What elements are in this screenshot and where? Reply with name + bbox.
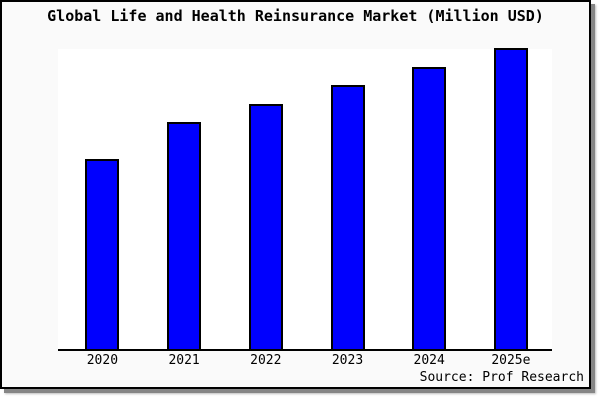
x-axis-labels: 2020 2021 2022 2023 2024 2025e: [58, 353, 552, 369]
source-note: Source: Prof Research: [419, 370, 584, 385]
chart-frame: Global Life and Health Reinsurance Marke…: [0, 0, 591, 389]
x-tick-label-2021: 2021: [168, 353, 200, 368]
x-tick-label-2025e: 2025e: [491, 353, 531, 368]
plot-area: [58, 48, 552, 351]
chart-title: Global Life and Health Reinsurance Marke…: [47, 7, 544, 25]
x-tick-label-2022: 2022: [250, 353, 282, 368]
bar-2020: [85, 159, 120, 349]
bar-2024: [412, 67, 447, 349]
x-tick-label-2020: 2020: [86, 353, 119, 368]
x-tick-label-2023: 2023: [331, 353, 364, 368]
x-tick-label-2024: 2024: [413, 353, 445, 368]
bar-2022: [248, 104, 283, 349]
bar-2021: [167, 122, 202, 349]
bar-2025e: [493, 48, 528, 349]
bar-2023: [330, 85, 365, 349]
